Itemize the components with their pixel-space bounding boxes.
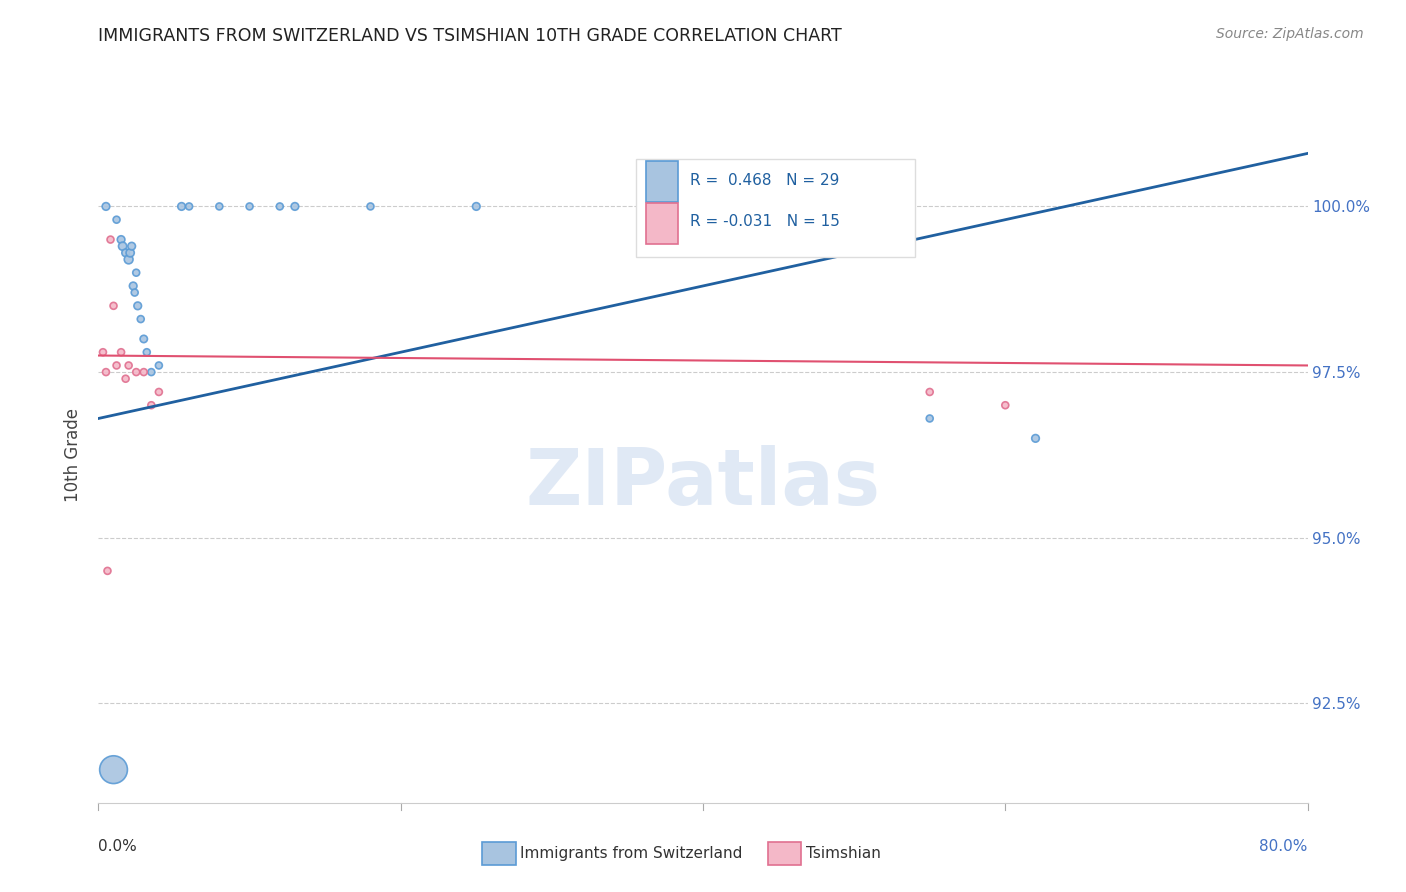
Point xyxy=(111,239,134,253)
Point xyxy=(994,398,1017,412)
Point xyxy=(1024,431,1046,445)
Point xyxy=(284,199,307,213)
Point xyxy=(465,199,488,213)
Point xyxy=(127,299,149,313)
Text: Tsimshian: Tsimshian xyxy=(806,847,880,861)
Point xyxy=(103,299,125,313)
Point xyxy=(103,763,125,777)
Point xyxy=(110,233,132,247)
Point xyxy=(118,252,141,267)
Point xyxy=(122,279,145,293)
Text: 0.0%: 0.0% xyxy=(98,839,138,855)
Point xyxy=(94,365,117,379)
Text: ZIPatlas: ZIPatlas xyxy=(526,445,880,521)
Point xyxy=(141,398,163,412)
Point xyxy=(114,245,136,260)
Point xyxy=(105,212,128,227)
Point xyxy=(170,199,193,213)
Text: R = -0.031   N = 15: R = -0.031 N = 15 xyxy=(690,214,839,229)
Point xyxy=(118,359,141,373)
Point xyxy=(239,199,262,213)
Text: Source: ZipAtlas.com: Source: ZipAtlas.com xyxy=(1216,27,1364,41)
Point xyxy=(132,365,155,379)
Point xyxy=(96,564,118,578)
FancyBboxPatch shape xyxy=(637,159,915,257)
Point xyxy=(125,365,148,379)
FancyBboxPatch shape xyxy=(647,203,678,244)
Point xyxy=(100,233,122,247)
Point xyxy=(132,332,155,346)
Point xyxy=(129,312,152,326)
Point xyxy=(208,199,231,213)
Point xyxy=(125,266,148,280)
Text: R =  0.468   N = 29: R = 0.468 N = 29 xyxy=(690,172,839,187)
Point xyxy=(768,199,790,213)
Point xyxy=(918,411,941,425)
Point xyxy=(179,199,201,213)
Point xyxy=(91,345,114,359)
Point xyxy=(918,384,941,399)
Point xyxy=(114,372,136,386)
Text: IMMIGRANTS FROM SWITZERLAND VS TSIMSHIAN 10TH GRADE CORRELATION CHART: IMMIGRANTS FROM SWITZERLAND VS TSIMSHIAN… xyxy=(98,27,842,45)
Point xyxy=(141,365,163,379)
FancyBboxPatch shape xyxy=(647,161,678,202)
Point xyxy=(135,345,157,359)
Point xyxy=(121,239,143,253)
Point xyxy=(148,384,170,399)
Y-axis label: 10th Grade: 10th Grade xyxy=(65,408,83,502)
Point xyxy=(105,359,128,373)
Point xyxy=(124,285,146,300)
Point xyxy=(360,199,382,213)
Text: Immigrants from Switzerland: Immigrants from Switzerland xyxy=(520,847,742,861)
Point xyxy=(269,199,291,213)
Point xyxy=(94,199,117,213)
Point xyxy=(110,345,132,359)
Point xyxy=(120,245,142,260)
Text: 80.0%: 80.0% xyxy=(1260,839,1308,855)
Point xyxy=(148,359,170,373)
